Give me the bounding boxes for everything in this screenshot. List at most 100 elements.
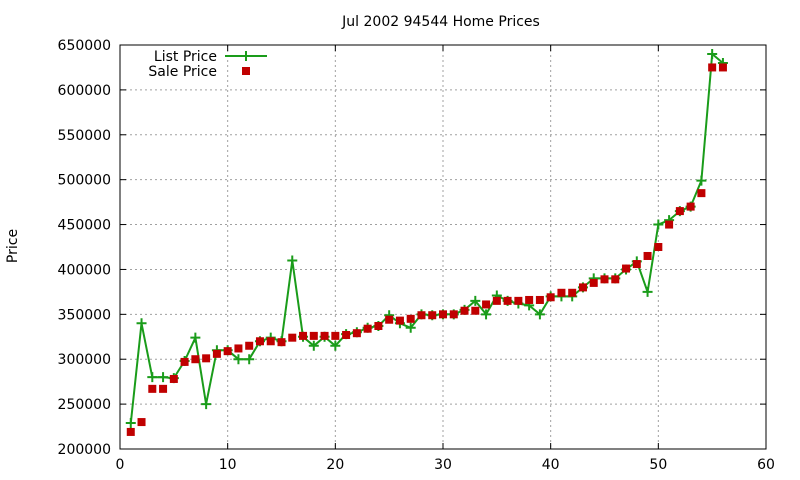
sale-price-point (611, 275, 620, 284)
sale-price-point (191, 355, 200, 364)
sale-price-point (277, 338, 286, 347)
list-price-point (481, 309, 492, 320)
y-tick-label: 600000 (58, 83, 111, 99)
sale-price-point (374, 322, 383, 331)
sale-price-point (428, 311, 437, 320)
list-price-point (233, 354, 244, 365)
plot-frame (119, 44, 767, 450)
list-price-point (405, 322, 416, 333)
list-price-point (190, 332, 201, 343)
sale-price-point (622, 264, 631, 273)
x-tick-label: 30 (434, 457, 452, 473)
sale-price-point (697, 189, 706, 198)
list-price-point (470, 295, 481, 306)
list-price-point (287, 255, 298, 266)
sale-price-point (632, 260, 641, 269)
sale-price-point (686, 202, 695, 211)
list-price-point (653, 219, 664, 230)
sale-price-point (299, 331, 308, 340)
sale-price-point (535, 295, 544, 304)
y-tick-label: 450000 (58, 218, 111, 234)
sale-price-point (159, 384, 168, 393)
legend-marker-list-price (241, 51, 251, 61)
sale-price-point (482, 300, 491, 309)
sale-price-point (471, 306, 480, 315)
y-tick-label: 400000 (58, 262, 111, 278)
list-price-point (201, 399, 212, 410)
list-price-point (125, 417, 136, 428)
axis-ticks: 200000 250000 300000 350000 400000 450000 5000… (58, 38, 775, 473)
x-tick-label: 50 (649, 457, 667, 473)
y-tick-label: 650000 (58, 38, 111, 54)
sale-price-point (395, 316, 404, 325)
sale-price-point (600, 275, 609, 284)
sale-price-point (342, 330, 351, 339)
legend-label-list-price: List Price (154, 49, 217, 65)
sale-price-point (320, 331, 329, 340)
y-tick-label: 500000 (58, 173, 111, 189)
sale-price-point (665, 220, 674, 229)
sale-price-point (255, 337, 264, 346)
sale-price-point (514, 296, 523, 305)
sale-price-point (460, 306, 469, 315)
sale-price-series (126, 63, 727, 436)
sale-price-point (223, 347, 232, 356)
sale-price-point (406, 314, 415, 323)
y-tick-label: 250000 (58, 397, 111, 413)
sale-price-point (439, 310, 447, 319)
sale-price-point (331, 331, 340, 340)
x-tick-label: 40 (542, 457, 560, 473)
sale-price-point (126, 427, 135, 436)
sale-price-point (245, 341, 254, 350)
sale-price-point (363, 324, 372, 333)
x-tick-label: 60 (757, 457, 775, 473)
sale-price-point (492, 296, 501, 305)
list-price-point (244, 354, 255, 365)
sale-price-point (675, 207, 684, 216)
sale-price-point (309, 331, 318, 340)
sale-price-point (212, 349, 221, 358)
list-price-point (707, 48, 718, 59)
list-price-line (129, 53, 724, 424)
x-tick-label: 10 (219, 457, 237, 473)
sale-price-point (718, 63, 727, 72)
sale-price-point (546, 293, 555, 302)
legend-marker-sale-price (242, 67, 250, 75)
chart-title: Jul 2002 94544 Home Prices (341, 14, 540, 30)
sale-price-point (654, 243, 663, 251)
sale-price-point (148, 384, 157, 393)
sale-price-point (385, 315, 394, 324)
sale-price-point (288, 333, 297, 342)
list-price-point (696, 175, 707, 186)
sale-price-point (643, 251, 652, 260)
sale-price-point (503, 296, 512, 305)
y-axis-label: Price (5, 229, 21, 263)
legend-label-sale-price: Sale Price (148, 64, 217, 80)
sale-price-point (525, 295, 534, 304)
sale-price-point (234, 344, 243, 353)
x-tick-label: 0 (116, 457, 125, 473)
series-layer (125, 48, 728, 436)
sale-price-point (449, 310, 458, 319)
list-price-point (147, 372, 158, 383)
list-price-point (136, 318, 147, 329)
y-tick-label: 350000 (58, 307, 111, 323)
sale-price-point (708, 63, 717, 72)
sale-price-point (568, 288, 577, 297)
sale-price-point (266, 337, 275, 346)
gridlines (120, 45, 766, 449)
sale-price-point (169, 374, 178, 383)
legend-plus-marker (241, 51, 251, 61)
legend: List Price Sale Price (148, 49, 267, 80)
list-price-series (125, 48, 728, 428)
x-tick-label: 20 (326, 457, 344, 473)
list-price-point (158, 372, 169, 383)
sale-price-point (352, 329, 361, 338)
list-price-point (308, 340, 319, 351)
list-price-point (534, 309, 545, 320)
list-price-point (330, 340, 341, 351)
sale-price-point (417, 311, 426, 320)
sale-price-point (557, 288, 566, 297)
y-tick-label: 200000 (58, 442, 111, 458)
